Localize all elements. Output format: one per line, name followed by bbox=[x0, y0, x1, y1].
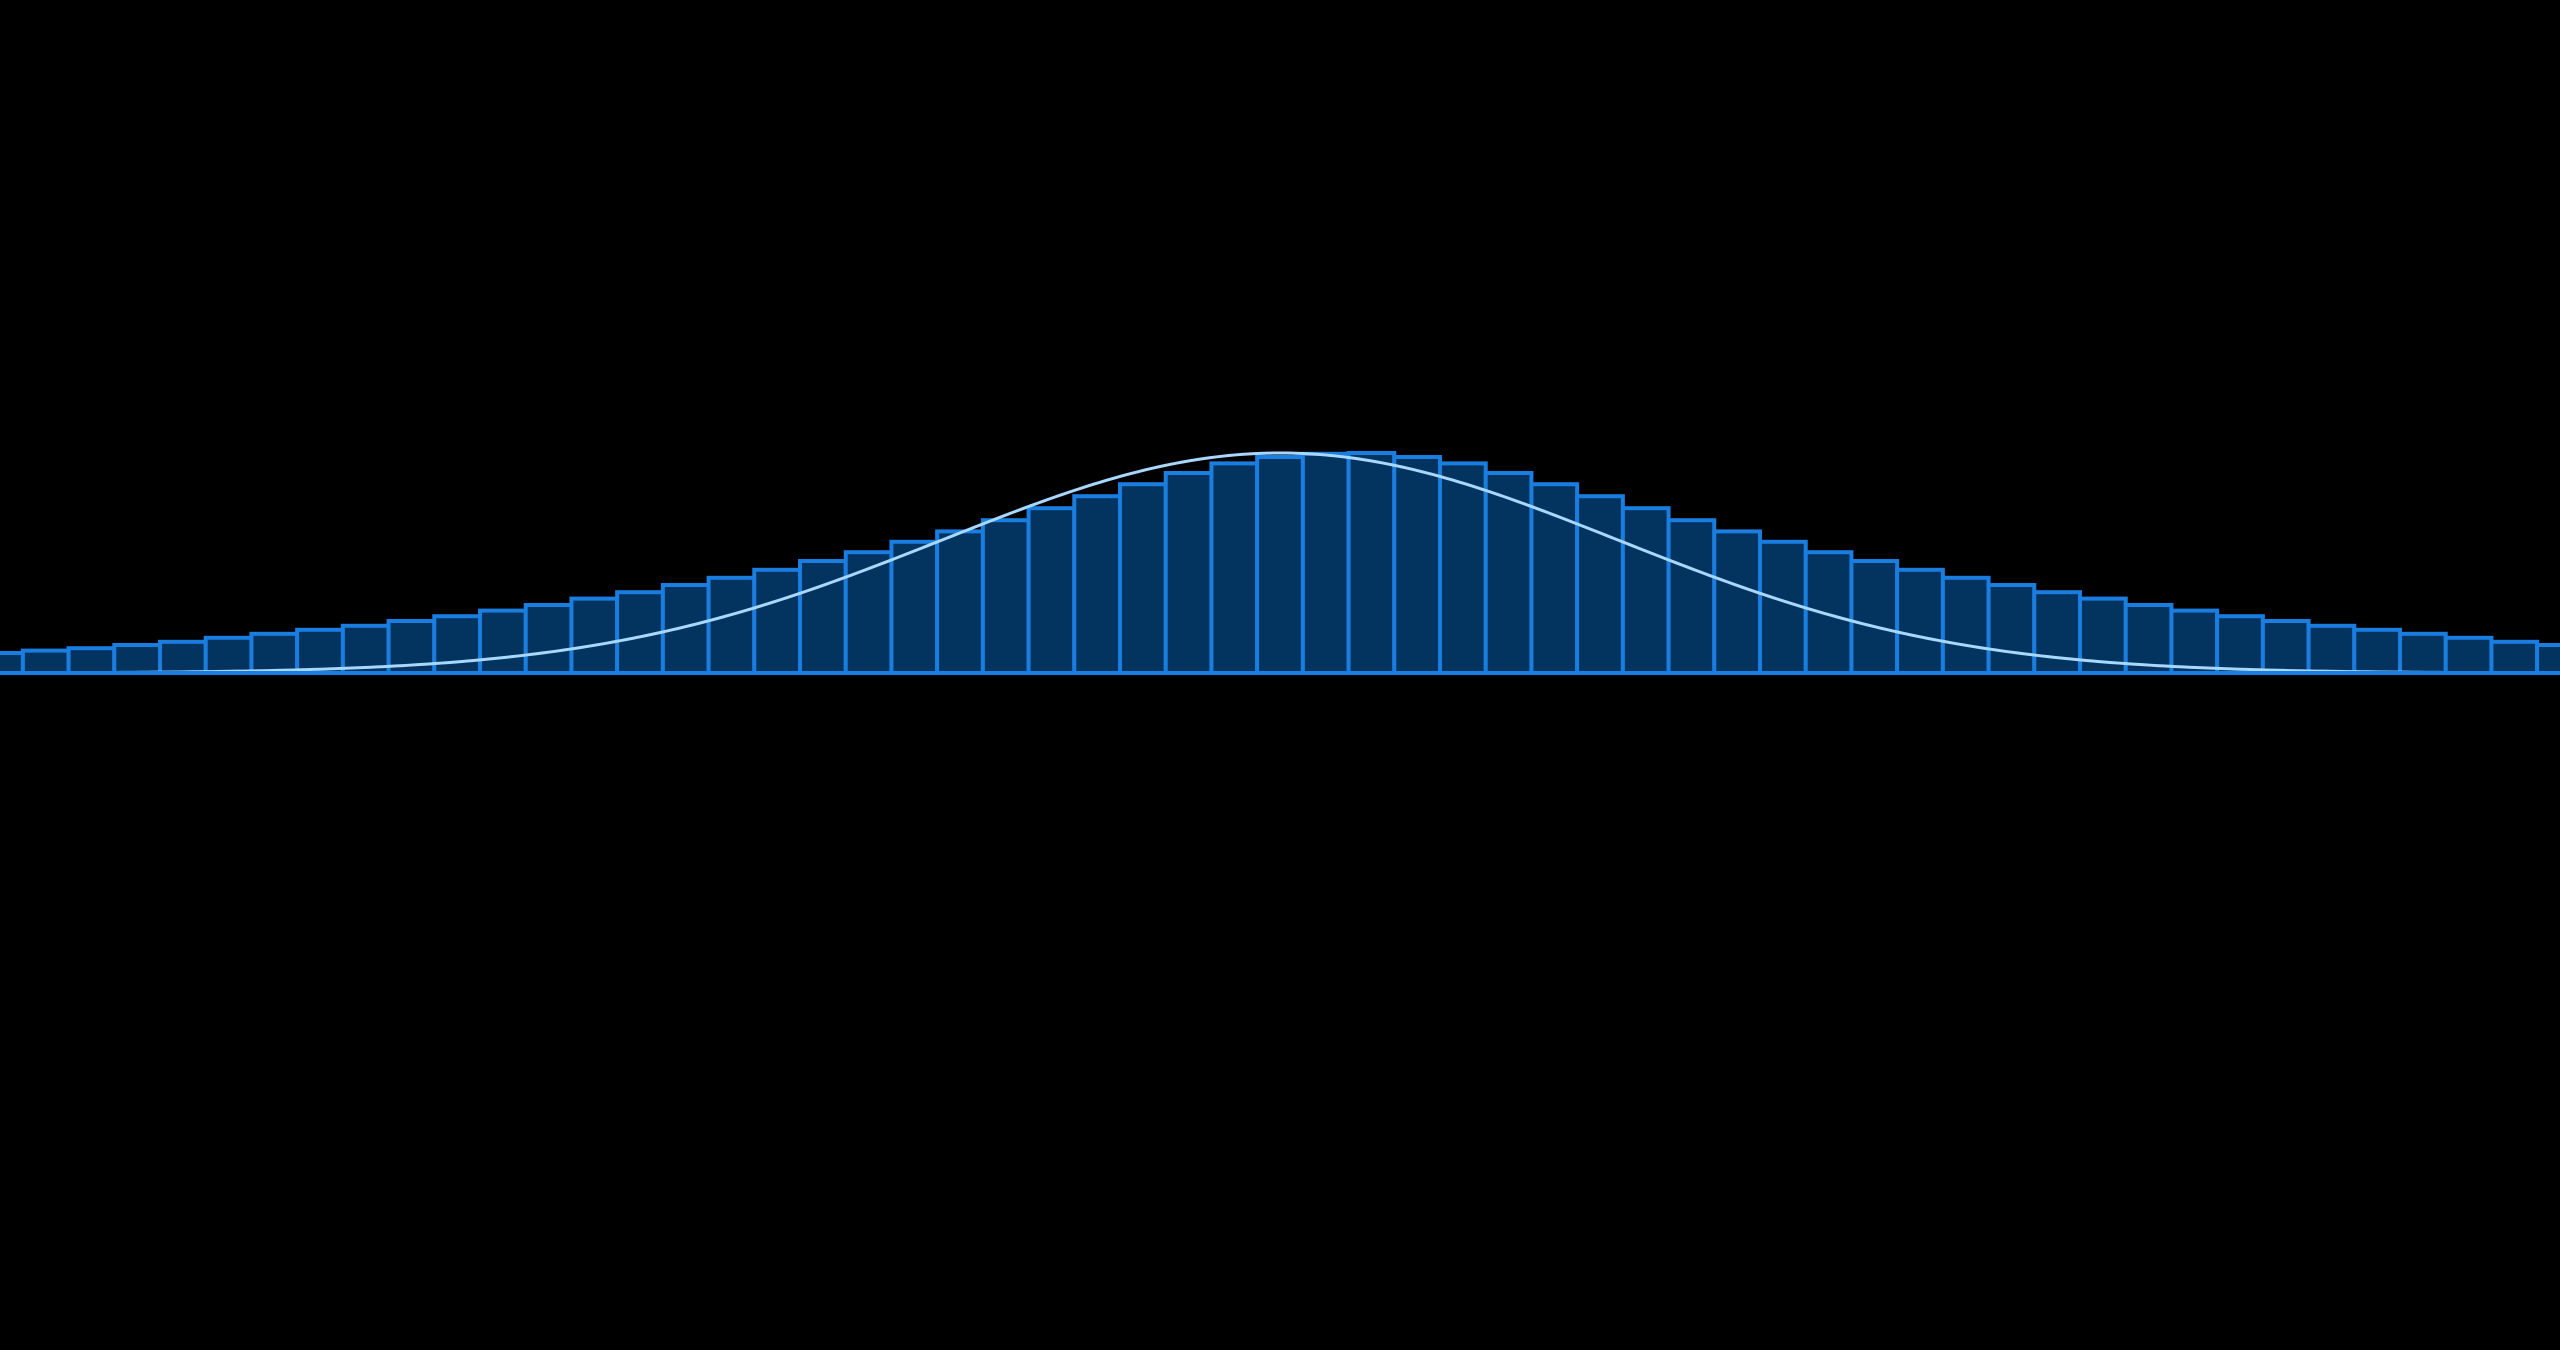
histogram-bar bbox=[1712, 529, 1762, 676]
histogram-bar bbox=[889, 539, 940, 675]
histogram-bar bbox=[249, 631, 300, 675]
histogram-bar bbox=[1803, 550, 1854, 676]
histogram-bar bbox=[935, 529, 985, 676]
histogram-bar bbox=[1118, 482, 1168, 676]
histogram-bar bbox=[2535, 643, 2560, 675]
density-curve-group bbox=[0, 451, 2560, 675]
histogram-bar bbox=[1575, 494, 1625, 676]
histogram-bar bbox=[2306, 623, 2357, 675]
histogram-bar bbox=[1620, 506, 1671, 676]
histogram-bar bbox=[1986, 583, 2037, 675]
histogram-bar bbox=[2169, 608, 2220, 675]
histogram-bar bbox=[843, 550, 894, 676]
histogram-bar bbox=[1346, 451, 1397, 675]
histogram-bar bbox=[798, 559, 848, 675]
histogram-bar bbox=[20, 648, 71, 675]
histogram-bar bbox=[980, 518, 1031, 676]
histogram-bar bbox=[2352, 627, 2402, 675]
histogram-bar bbox=[66, 646, 117, 676]
histogram-bar bbox=[478, 608, 528, 675]
histogram-bar bbox=[569, 596, 620, 675]
histogram-bar bbox=[523, 603, 574, 675]
histogram-bar bbox=[1849, 559, 1900, 675]
histogram-bar bbox=[295, 627, 345, 675]
histogram-bar bbox=[2215, 614, 2265, 676]
histogram-bar bbox=[1026, 506, 1077, 676]
histogram-bar bbox=[1940, 575, 1991, 675]
histogram-bar bbox=[752, 567, 802, 675]
histogram-bar bbox=[1529, 482, 1580, 676]
histogram-bar bbox=[0, 651, 25, 675]
histogram-bar bbox=[2398, 631, 2448, 675]
histogram-bar bbox=[1300, 451, 1351, 675]
histogram-bar bbox=[2032, 590, 2082, 676]
histogram-bar bbox=[1209, 461, 1260, 675]
histogram-bar bbox=[1438, 461, 1488, 675]
density-curve-line bbox=[0, 451, 2560, 675]
histogram-bars bbox=[0, 451, 2560, 676]
histogram-bar bbox=[706, 575, 757, 675]
histogram-bar bbox=[2260, 619, 2311, 675]
histogram-bar bbox=[1255, 455, 1305, 675]
histogram-bar bbox=[158, 639, 208, 675]
histogram-bar bbox=[203, 635, 254, 675]
histogram-bar bbox=[1666, 518, 1717, 676]
histogram-bar bbox=[1392, 455, 1442, 675]
histogram-bar bbox=[1895, 567, 1945, 675]
histogram-bar bbox=[112, 643, 162, 675]
histogram-bar bbox=[2489, 639, 2540, 675]
histogram-bar bbox=[2443, 635, 2494, 675]
histogram-bar bbox=[1072, 494, 1122, 676]
histogram-bar bbox=[1163, 471, 1214, 675]
